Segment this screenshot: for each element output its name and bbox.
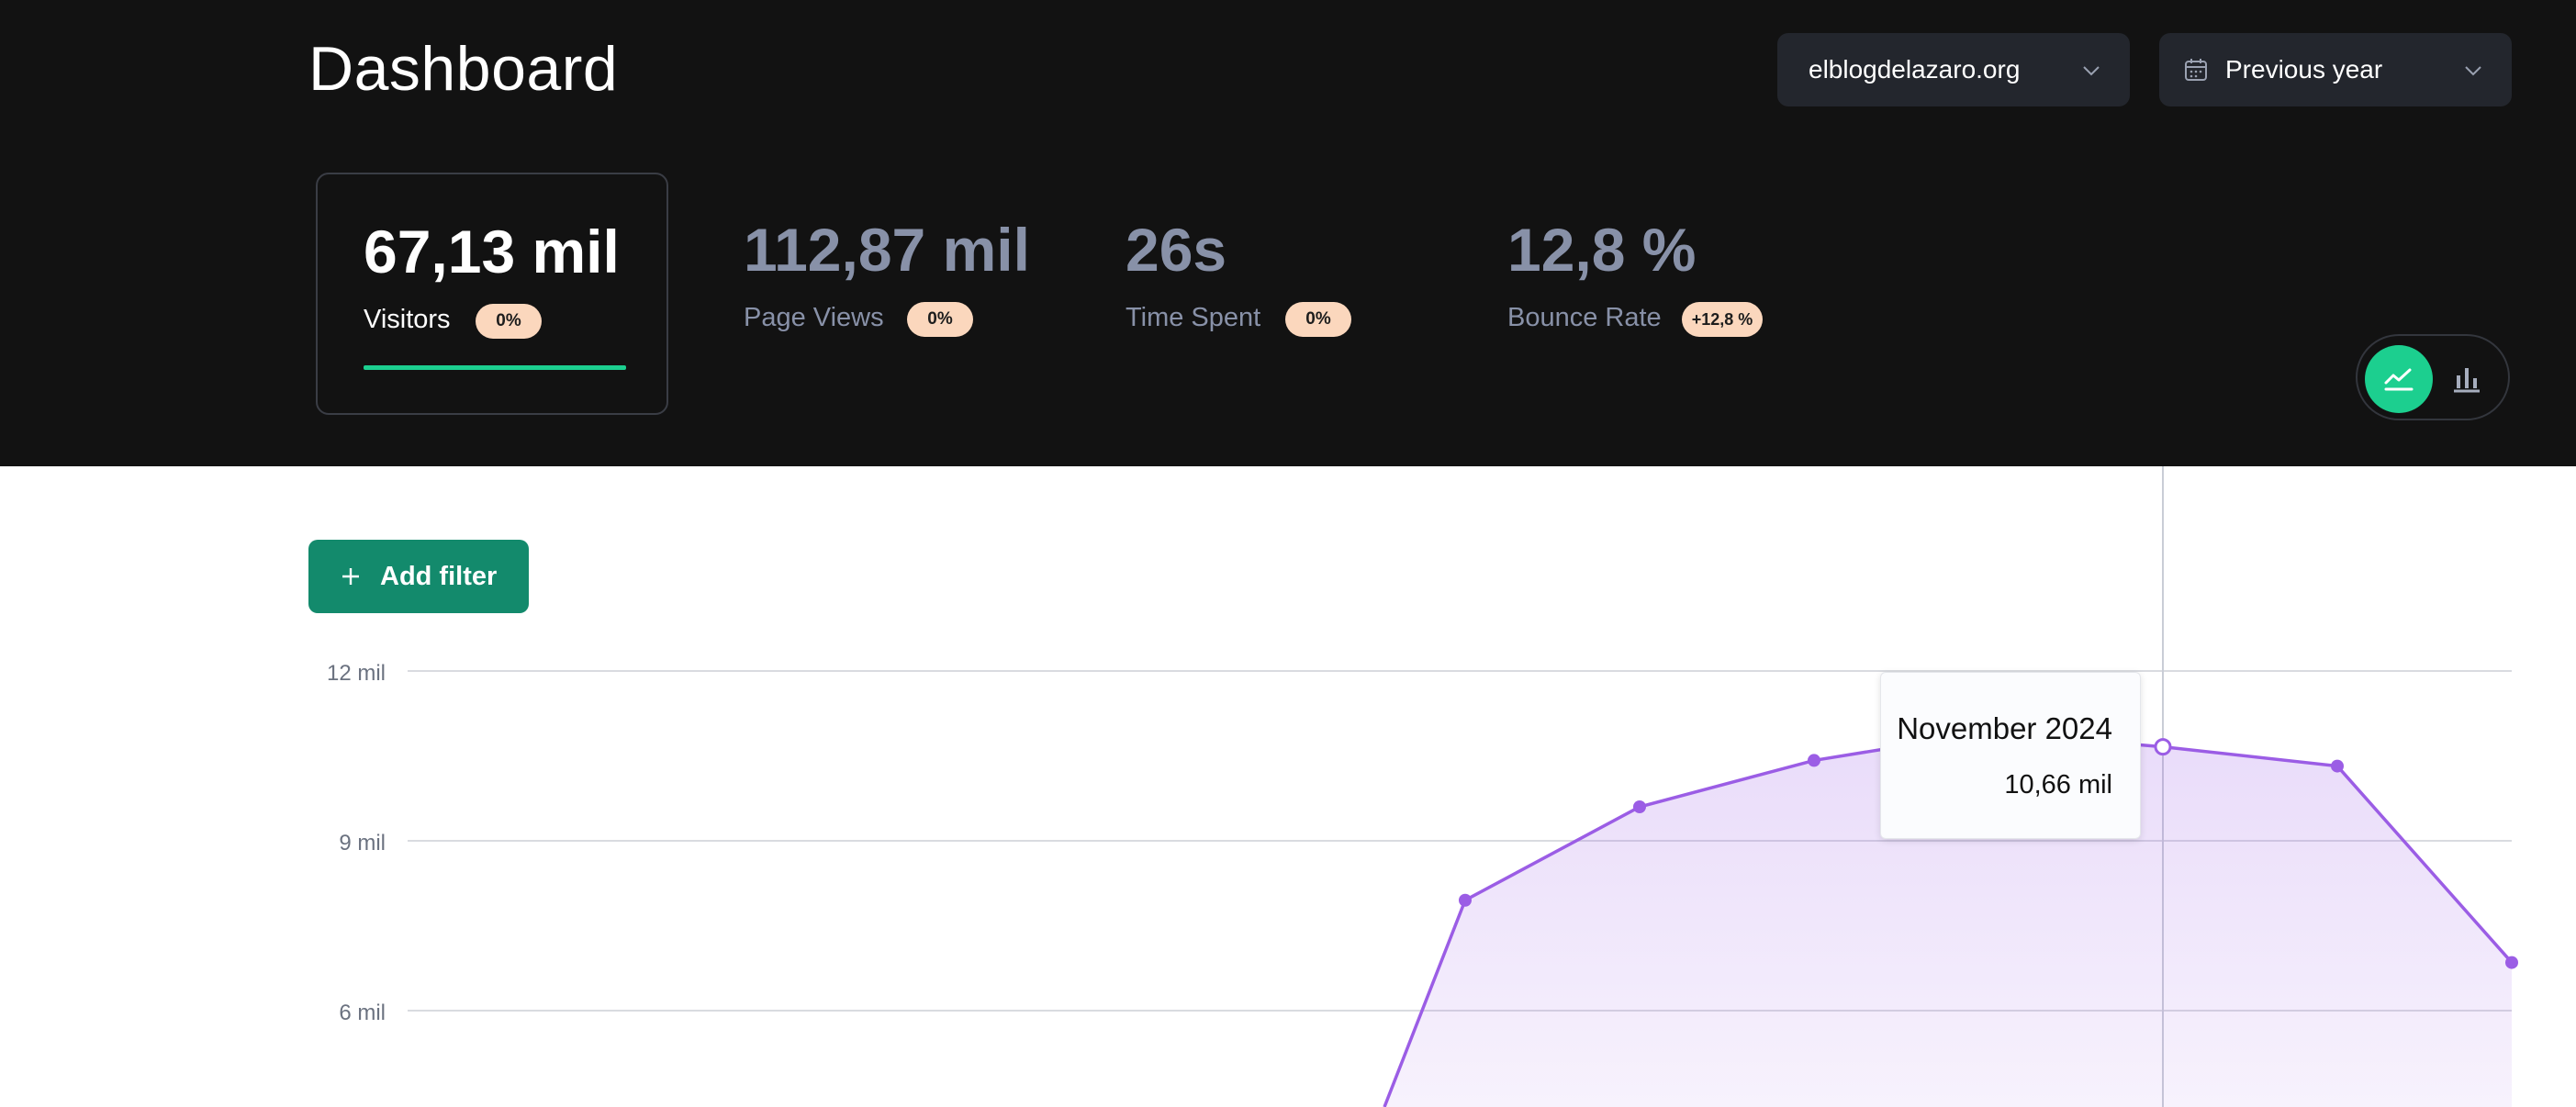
tooltip-value: 10,66 mil — [2004, 770, 2112, 800]
metric-label: Time Spent — [1126, 303, 1261, 332]
metric-bounce-rate[interactable]: 12,8 % Bounce Rate +12,8 % — [1507, 173, 1893, 415]
bar-chart-button[interactable] — [2433, 345, 2501, 413]
chart-tooltip: November 2024 10,66 mil — [1880, 672, 2141, 839]
data-point — [1459, 893, 1472, 907]
page-title: Dashboard — [308, 34, 619, 104]
data-point — [2331, 759, 2344, 773]
metric-value: 67,13 mil — [364, 218, 620, 285]
chevron-down-icon — [2080, 59, 2102, 88]
metric-value: 26s — [1126, 216, 1227, 284]
calendar-icon — [2183, 57, 2209, 83]
site-selector[interactable]: elblogdelazaro.org — [1777, 33, 2130, 106]
change-badge: 0% — [476, 304, 542, 339]
change-badge: 0% — [907, 302, 973, 337]
chart-type-toggle — [2356, 334, 2510, 420]
add-filter-button[interactable]: Add filter — [308, 540, 529, 613]
metric-page-views[interactable]: 112,87 mil Page Views 0% — [744, 173, 1092, 415]
visitors-chart: 12 mil 9 mil 6 mil — [327, 466, 2518, 1107]
period-selector[interactable]: Previous year — [2159, 33, 2512, 106]
line-chart-button[interactable] — [2365, 345, 2433, 413]
y-tick-label: 6 mil — [339, 1001, 386, 1025]
period-selector-value: Previous year — [2225, 55, 2383, 84]
metric-label: Bounce Rate — [1507, 303, 1662, 332]
metric-visitors[interactable]: 67,13 mil Visitors 0% — [316, 173, 668, 415]
change-badge: +12,8 % — [1682, 302, 1763, 337]
tooltip-title: November 2024 — [1897, 711, 2112, 745]
header — [0, 0, 2576, 466]
metric-value: 12,8 % — [1507, 216, 1697, 284]
data-point — [2505, 956, 2518, 969]
metric-value: 112,87 mil — [744, 216, 1030, 284]
add-filter-label: Add filter — [380, 561, 498, 591]
metric-time-spent[interactable]: 26s Time Spent 0% — [1126, 173, 1474, 415]
bar-chart-icon — [2454, 368, 2480, 393]
plus-icon — [340, 565, 362, 587]
data-point — [1633, 800, 1646, 813]
chevron-down-icon — [2462, 59, 2484, 88]
y-tick-label: 12 mil — [327, 661, 386, 686]
metric-label: Page Views — [744, 303, 884, 332]
change-badge: 0% — [1285, 302, 1351, 337]
site-selector-value: elblogdelazaro.org — [1809, 55, 2021, 84]
data-point — [1808, 754, 1820, 767]
y-tick-label: 9 mil — [339, 831, 386, 855]
metric-label: Visitors — [364, 305, 451, 334]
series-area — [1384, 732, 2512, 1107]
data-point-highlighted — [2154, 738, 2172, 756]
line-chart-icon — [2384, 368, 2414, 391]
selected-indicator — [364, 365, 626, 370]
